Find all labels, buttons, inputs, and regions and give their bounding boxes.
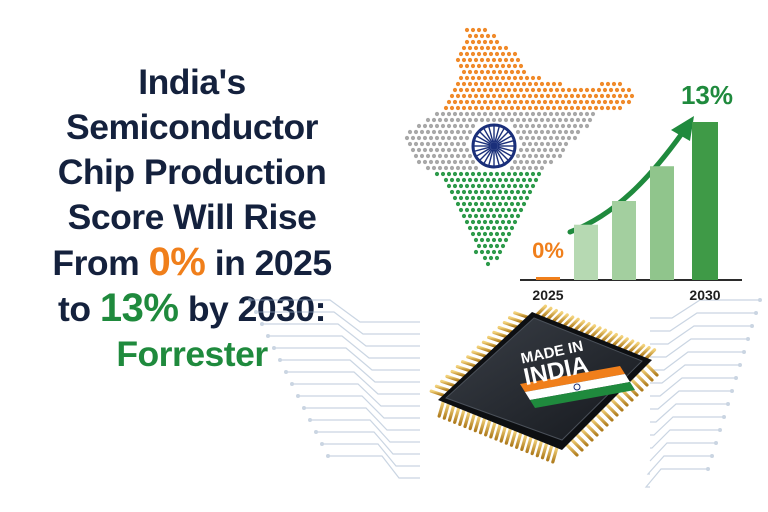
headline-start-value: 0%: [148, 240, 206, 284]
headline-line-5: From 0% in 2025: [6, 240, 378, 286]
headline-line-1: India's: [138, 62, 246, 102]
headline-source: Forrester: [116, 334, 268, 374]
chart-tick-label-1: 2025: [532, 287, 563, 303]
chart-bar-1: [536, 277, 560, 280]
chart-data-label-1: 0%: [532, 238, 564, 263]
ashoka-chakra-icon: [471, 123, 517, 169]
chart-bar-5: [692, 122, 718, 280]
circuit-traces: [248, 298, 762, 488]
chip-icon: MADE IN INDIA: [438, 312, 652, 450]
headline-end-year: by 2030:: [178, 289, 327, 329]
headline-start-year: in 2025: [205, 243, 332, 283]
chart-data-label-5: 13%: [681, 80, 733, 110]
headline-line-6: to 13% by 2030:: [6, 286, 378, 332]
chart-bar-4: [650, 166, 674, 280]
headline-line-4: Score Will Rise: [67, 197, 317, 237]
production-chart: 0% 2025 13% 2030: [520, 80, 742, 303]
chart-tick-label-5: 2030: [689, 287, 720, 303]
chart-bar-2: [574, 224, 598, 280]
headline-from: From: [52, 243, 149, 283]
headline: India's Semiconductor Chip Production Sc…: [6, 60, 378, 377]
headline-line-2: Semiconductor: [66, 107, 318, 147]
india-flag-icon: [520, 366, 635, 408]
headline-end-value: 13%: [99, 286, 179, 330]
headline-to: to: [58, 289, 100, 329]
chart-bar-3: [612, 201, 636, 280]
chip-pins: [429, 304, 659, 464]
headline-line-3: Chip Production: [57, 152, 327, 192]
india-map-icon: [404, 27, 635, 267]
